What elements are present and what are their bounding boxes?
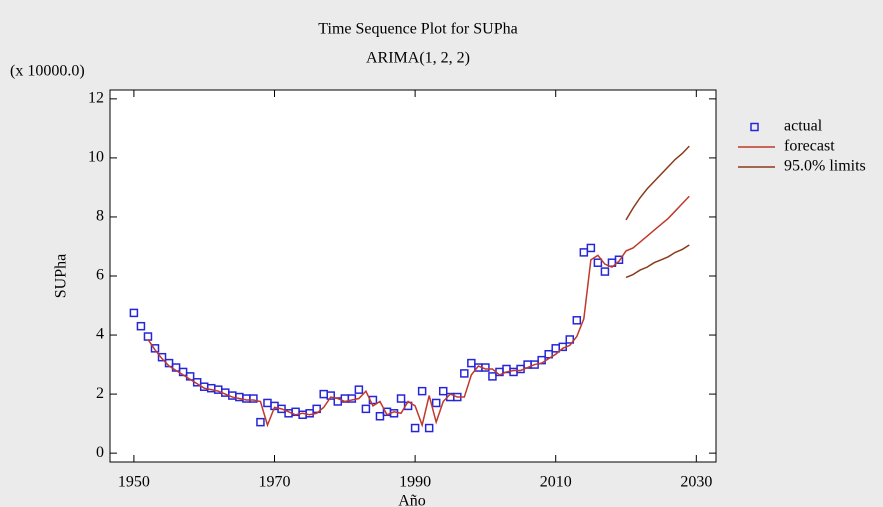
data-point [361,404,371,414]
data-point [417,386,427,396]
data-point [467,358,476,368]
data-point [354,385,364,394]
data-point [431,398,441,408]
y-tick-label: 2 [96,385,104,402]
y-tick-label: 6 [96,267,104,284]
data-point [572,316,582,325]
data-point [614,255,624,265]
data-point [438,386,448,396]
data-point [410,423,420,433]
y-tick-label: 12 [88,90,104,107]
data-point [565,335,575,344]
y-tick-label: 0 [96,444,104,461]
series-line [625,244,690,279]
data-point [586,243,596,253]
data-point [150,344,160,353]
data-point [600,267,610,276]
data-point [424,423,434,433]
legend-marker [750,122,759,132]
data-point [157,352,167,362]
data-point [249,394,258,403]
legend-label: forecast [784,138,835,155]
data-point [544,349,553,359]
legend-label: 95.0% limits [784,158,866,175]
data-point [488,372,497,381]
chart-title: Time Sequence Plot for SUPha [318,21,517,38]
y-tick-label: 8 [96,208,104,225]
legend-label: actual [784,118,823,135]
x-tick-label: 2030 [680,474,712,491]
data-point [579,248,589,257]
series-line [625,145,690,221]
x-tick-label: 1990 [399,474,431,491]
x-tick-label: 1970 [259,474,291,491]
data-point [460,369,469,378]
y-tick-label: 10 [88,149,104,166]
data-point [129,308,139,318]
data-point [256,417,265,427]
x-tick-label: 2010 [540,474,572,491]
data-point [326,391,335,400]
data-point [396,394,406,403]
data-point [593,258,603,267]
x-tick-label: 1950 [118,474,150,491]
chart-subtitle: ARIMA(1, 2, 2) [366,50,470,67]
data-point [375,411,385,421]
axis-multiplier: (x 10000.0) [10,63,85,80]
data-point [136,321,146,331]
y-tick-label: 4 [96,326,104,343]
plot-area [109,89,717,463]
series-line [147,195,690,428]
y-axis-label: SUPha [53,254,70,298]
x-axis-label: Año [398,493,426,507]
